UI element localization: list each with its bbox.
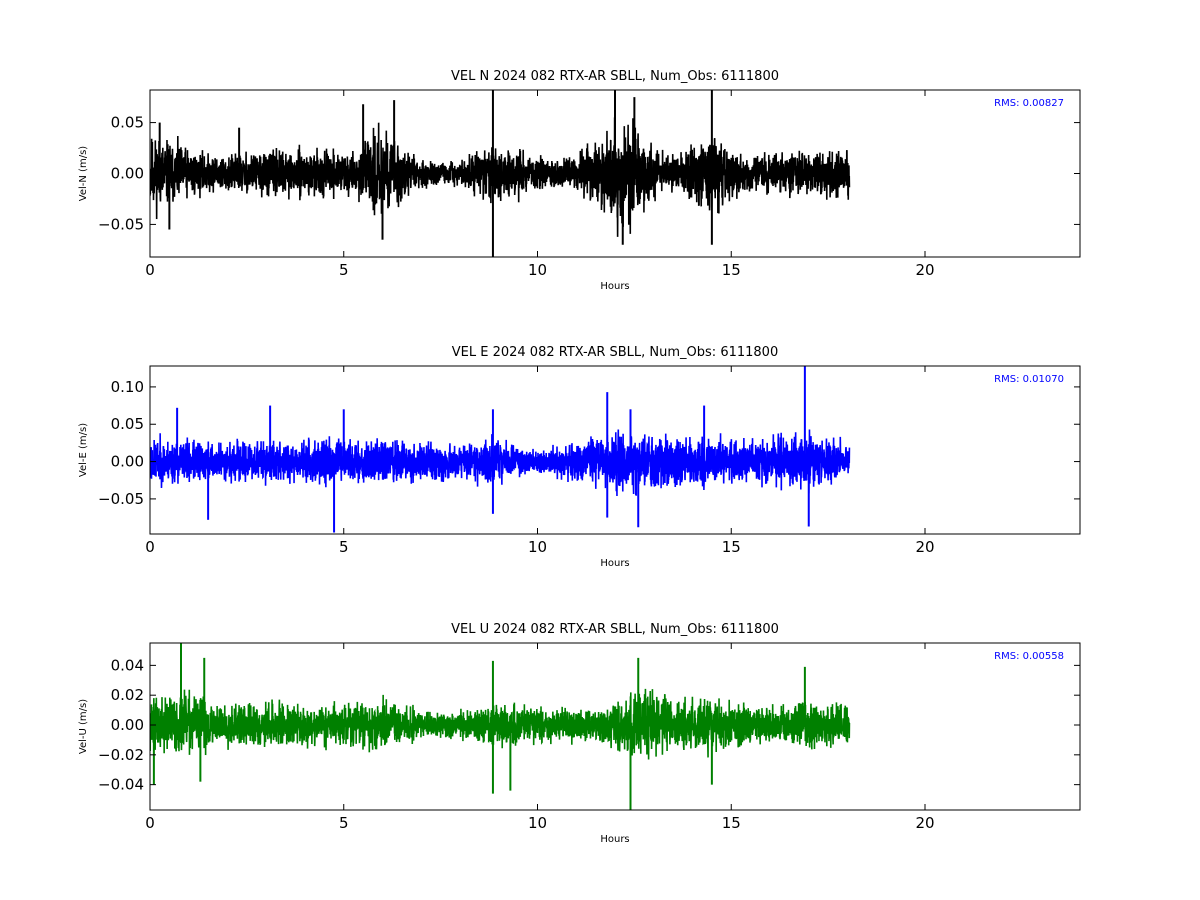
y-tick-label: −0.05 [98,490,144,508]
series-line [150,429,851,496]
chart-title: VEL E 2024 082 RTX-AR SBLL, Num_Obs: 611… [452,345,778,360]
x-tick-label: 15 [722,814,741,832]
chart-title: VEL N 2024 082 RTX-AR SBLL, Num_Obs: 611… [451,69,779,84]
rms-annotation: RMS: 0.00827 [994,98,1064,109]
x-tick-label: 5 [339,538,349,556]
x-tick-label: 15 [722,538,741,556]
series-line [150,117,851,237]
y-tick-label: 0.00 [111,453,144,471]
y-tick-label: 0.00 [111,165,144,183]
x-tick-label: 10 [528,538,547,556]
y-tick-label: 0.02 [111,686,144,704]
x-tick-label: 10 [528,814,547,832]
x-tick-label: 5 [339,261,349,279]
x-axis-label: Hours [600,281,629,292]
x-tick-label: 10 [528,261,547,279]
y-tick-label: −0.05 [98,215,144,233]
y-tick-label: −0.02 [98,746,144,764]
y-tick-label: 0.05 [111,114,144,132]
x-tick-label: 20 [915,538,934,556]
x-tick-label: 0 [145,814,155,832]
x-axis-label: Hours [600,558,629,569]
x-tick-label: 5 [339,814,349,832]
x-tick-label: 20 [915,814,934,832]
plot-frame [149,365,1081,535]
x-tick-label: 0 [145,261,155,279]
rms-annotation: RMS: 0.01070 [994,374,1064,385]
y-axis-label: Vel-N (m/s) [78,146,89,201]
y-tick-label: 0.00 [111,716,144,734]
y-axis-label: Vel-E (m/s) [78,423,89,477]
x-tick-label: 0 [145,538,155,556]
rms-annotation: RMS: 0.00558 [994,651,1064,662]
x-tick-label: 20 [915,261,934,279]
x-axis-label: Hours [600,834,629,845]
y-tick-label: −0.04 [98,776,144,794]
plot-frame [149,642,1081,811]
y-tick-label: 0.04 [111,656,144,674]
chart-panel-2: 0 5 10 15 20 −0.05 0.00 0.05 0.10 VEL E 2024 082 … [78,345,1081,569]
y-tick-label: 0.05 [111,415,144,433]
chart-panel-1: 0 5 10 15 20 −0.05 0.00 0.05 VEL N 2024 082 RTX-… [78,69,1081,292]
x-tick-label: 15 [722,261,741,279]
chart-title: VEL U 2024 082 RTX-AR SBLL, Num_Obs: 611… [451,622,779,637]
y-axis-label: Vel-U (m/s) [78,699,89,754]
chart-panel-3: 0 5 10 15 20 −0.04 −0.02 0.00 0.02 0.04 VEL U 2024… [78,622,1081,845]
series-line [150,688,851,760]
y-tick-label: 0.10 [111,378,144,396]
